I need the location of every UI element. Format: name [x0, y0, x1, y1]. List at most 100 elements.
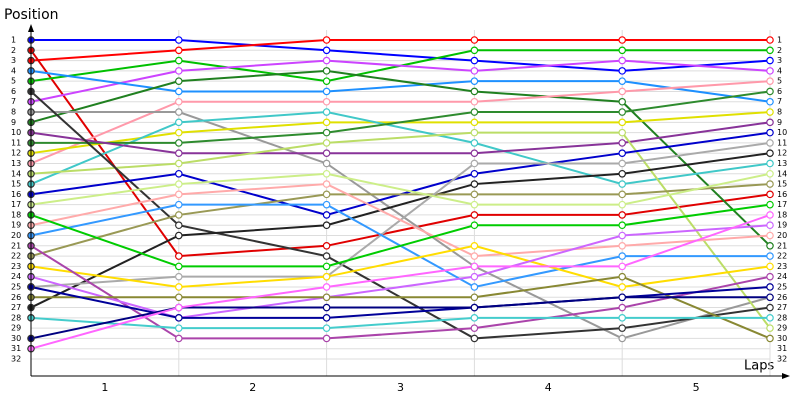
point: [175, 283, 183, 291]
point: [470, 211, 479, 219]
y-tick-label-right: 25: [777, 282, 787, 291]
point: [470, 169, 479, 178]
point: [766, 36, 774, 44]
point: [618, 46, 627, 55]
point: [322, 128, 331, 137]
point: [766, 324, 774, 332]
point: [766, 139, 774, 147]
point: [175, 303, 183, 312]
point: [322, 149, 331, 157]
x-tick-label: 1: [101, 381, 108, 394]
y-tick-label: 2: [11, 46, 16, 55]
point: [175, 149, 183, 157]
point: [470, 36, 479, 44]
point: [618, 283, 627, 291]
point: [766, 169, 774, 178]
y-tick-label-right: 2: [777, 46, 782, 55]
point: [618, 272, 627, 281]
point: [618, 87, 627, 96]
point: [618, 180, 627, 188]
point: [766, 159, 774, 168]
point: [618, 36, 627, 44]
point: [322, 190, 331, 199]
y-tick-label-right: 24: [777, 272, 787, 281]
y-tick-label: 15: [11, 180, 21, 189]
point: [175, 200, 183, 209]
y-tick-label: 5: [11, 77, 16, 86]
point: [766, 262, 774, 271]
y-tick-label: 17: [11, 200, 21, 209]
series-line: [30, 131, 771, 329]
series-line: [30, 59, 771, 103]
point: [322, 324, 331, 332]
point: [766, 252, 774, 260]
y-tick-label-right: 20: [777, 231, 787, 240]
point: [175, 139, 183, 147]
point: [175, 87, 183, 96]
point: [618, 314, 627, 322]
point: [766, 87, 774, 96]
y-tick-label: 12: [11, 149, 21, 158]
point: [322, 97, 331, 106]
point: [618, 231, 627, 240]
point: [175, 252, 183, 260]
y-tick-label-right: 12: [777, 149, 787, 158]
point: [618, 200, 627, 209]
point: [322, 67, 331, 75]
x-axis-arrow: [782, 373, 790, 379]
point: [618, 108, 627, 116]
point: [618, 293, 627, 302]
series-line: [30, 39, 770, 62]
y-tick-label: 1: [11, 36, 16, 45]
point: [175, 221, 183, 230]
point: [766, 118, 774, 127]
y-tick-label-right: 17: [777, 200, 787, 209]
point: [470, 262, 479, 271]
point: [175, 97, 183, 106]
point: [618, 211, 627, 219]
point: [175, 231, 183, 240]
y-tick-label: 10: [11, 128, 21, 137]
y-tick-label-right: 32: [777, 355, 787, 364]
y-tick-label-right: 27: [777, 303, 787, 312]
point: [470, 56, 479, 65]
series-line: [31, 275, 771, 340]
y-tick-label: 22: [11, 252, 21, 261]
point: [470, 221, 479, 230]
point: [766, 303, 774, 312]
point: [322, 334, 331, 343]
point: [618, 262, 627, 271]
series-line: [30, 316, 770, 330]
point: [766, 314, 774, 322]
point: [766, 128, 774, 137]
y-tick-label: 21: [11, 241, 21, 250]
series-line: [30, 203, 771, 268]
point: [175, 293, 183, 302]
lines: [30, 39, 771, 350]
y-tick-label-right: 4: [777, 66, 782, 75]
point: [175, 77, 183, 85]
point: [175, 190, 183, 199]
y-tick-label-right: 31: [777, 344, 787, 353]
point: [766, 190, 774, 199]
point: [618, 118, 627, 127]
y-tick-label: 8: [11, 108, 16, 117]
y-tick-label-right: 8: [777, 108, 782, 117]
y-tick-label: 11: [11, 138, 21, 147]
y-tick-label: 29: [11, 324, 21, 333]
series-line: [30, 296, 770, 340]
point: [322, 87, 331, 96]
series-line: [30, 183, 771, 258]
point: [618, 221, 627, 230]
y-tick-label: 25: [11, 282, 21, 291]
y-tick-label-right: 30: [777, 334, 787, 343]
y-tick-label-right: 1: [777, 36, 782, 45]
point: [322, 118, 331, 127]
point: [766, 149, 774, 157]
point: [322, 303, 331, 312]
point: [322, 252, 331, 260]
point: [766, 242, 774, 250]
point: [322, 159, 331, 168]
series-line: [31, 111, 771, 340]
point: [322, 283, 331, 291]
